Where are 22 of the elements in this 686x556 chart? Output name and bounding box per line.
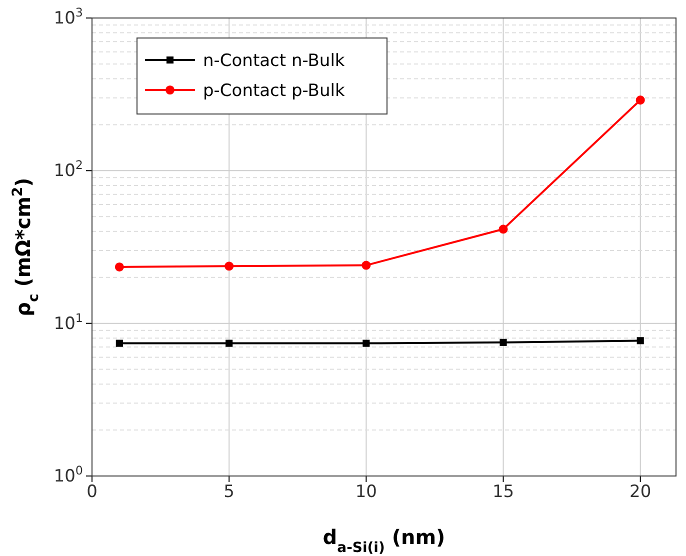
point	[116, 340, 123, 347]
point	[362, 340, 370, 347]
point	[226, 340, 233, 347]
y-tick-label: 10$^{0}$	[54, 463, 83, 486]
x-tick-label: 10	[355, 482, 377, 502]
point	[224, 262, 234, 271]
legend-label: n-Contact n-Bulk	[203, 50, 345, 71]
y-tick-label: 10$^{3}$	[54, 5, 83, 28]
x-axis-title: d$_{a-Si(i)}$ (nm)	[322, 525, 446, 556]
x-tick-label: 5	[224, 482, 235, 502]
point	[498, 224, 508, 234]
point	[636, 96, 645, 105]
y-tick-label: 10$^{1}$	[54, 310, 83, 334]
point	[362, 260, 371, 270]
legend-label: p-Contact p-Bulk	[203, 80, 345, 101]
point	[114, 262, 124, 272]
x-tick-label: 0	[86, 482, 98, 502]
y-tick-label: 10$^{2}$	[54, 158, 83, 182]
x-tick-label: 15	[492, 482, 514, 502]
point	[636, 337, 644, 344]
x-tick-label: 20	[630, 482, 652, 502]
point	[500, 338, 507, 346]
